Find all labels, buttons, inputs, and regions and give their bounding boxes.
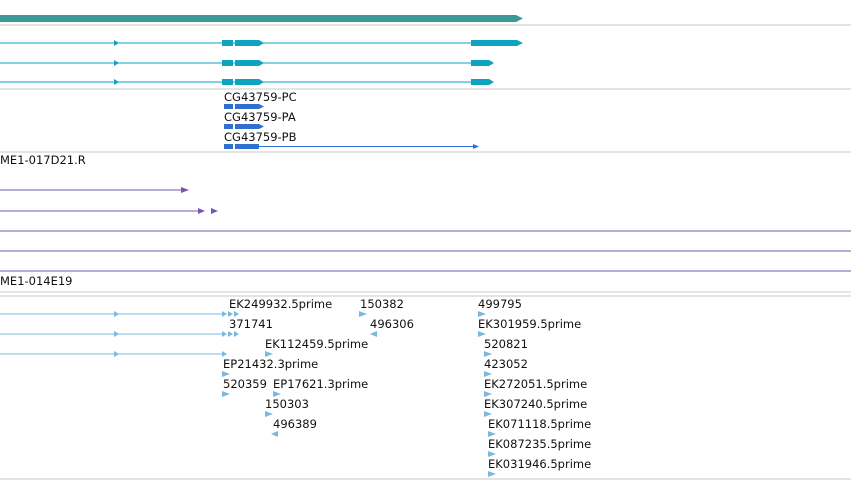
est-glyph[interactable]: [271, 431, 278, 437]
overview-bar-arrow: [516, 15, 523, 22]
gene-model-track[interactable]: [224, 104, 479, 149]
est-label[interactable]: EK272051.5prime: [484, 377, 588, 391]
est-glyph[interactable]: [484, 411, 492, 417]
est-long-alignment[interactable]: [0, 331, 239, 337]
est-glyph[interactable]: [359, 311, 367, 317]
transcript-row[interactable]: [0, 40, 523, 46]
est-label[interactable]: EK031946.5prime: [488, 457, 592, 471]
est-label[interactable]: EP21432.3prime: [223, 357, 319, 371]
clone-alignment[interactable]: [0, 187, 189, 193]
clone-alignment[interactable]: [0, 208, 218, 214]
transcript-track[interactable]: [0, 40, 523, 85]
clone-label-top[interactable]: ME1-017D21.R: [0, 153, 86, 167]
transcript-label-pc[interactable]: CG43759-PC: [224, 90, 297, 104]
est-long-alignment[interactable]: [0, 311, 239, 317]
est-glyph[interactable]: [222, 371, 230, 377]
overview-track: [0, 15, 523, 22]
est-label[interactable]: 520821: [484, 337, 528, 351]
est-label[interactable]: EK301959.5prime: [478, 317, 582, 331]
est-glyph[interactable]: [265, 411, 273, 417]
est-glyph[interactable]: [484, 391, 492, 397]
est-glyph[interactable]: [265, 351, 273, 357]
est-label[interactable]: 496306: [370, 317, 414, 331]
est-glyph[interactable]: [370, 331, 377, 337]
est-glyph[interactable]: [478, 311, 486, 317]
est-glyph[interactable]: [488, 451, 496, 457]
est-label[interactable]: EK087235.5prime: [488, 437, 592, 451]
est-track[interactable]: [0, 311, 496, 477]
est-label[interactable]: EP17621.3prime: [273, 377, 369, 391]
est-glyph[interactable]: [273, 391, 281, 397]
clone-track[interactable]: [0, 187, 851, 272]
transcript-row[interactable]: [0, 79, 494, 85]
est-glyph[interactable]: [488, 471, 496, 477]
est-label[interactable]: 150382: [360, 297, 404, 311]
est-label[interactable]: 520359: [223, 377, 267, 391]
transcript-label-pa[interactable]: CG43759-PA: [224, 110, 296, 124]
est-label[interactable]: 499795: [478, 297, 522, 311]
overview-bar: [0, 15, 516, 22]
est-label[interactable]: 423052: [484, 357, 528, 371]
est-label[interactable]: 150303: [265, 397, 309, 411]
est-glyph[interactable]: [222, 391, 230, 397]
est-label[interactable]: 496389: [273, 417, 317, 431]
gene-model-pb[interactable]: [224, 144, 479, 149]
est-label[interactable]: EK112459.5prime: [265, 337, 369, 351]
gene-model-pc[interactable]: [224, 104, 264, 109]
est-glyph[interactable]: [484, 351, 492, 357]
clone-label-bottom[interactable]: ME1-014E19: [0, 274, 73, 288]
transcript-label-pb[interactable]: CG43759-PB: [224, 130, 297, 144]
est-glyph[interactable]: [478, 331, 486, 337]
transcript-row[interactable]: [0, 60, 494, 66]
est-glyph[interactable]: [488, 431, 496, 437]
est-label[interactable]: EK307240.5prime: [484, 397, 588, 411]
est-glyph[interactable]: [484, 371, 492, 377]
est-label[interactable]: EK249932.5prime: [229, 297, 333, 311]
est-label[interactable]: 371741: [229, 317, 273, 331]
est-long-alignment[interactable]: [0, 351, 227, 357]
gene-model-pa[interactable]: [224, 124, 264, 129]
est-label[interactable]: EK071118.5prime: [488, 417, 592, 431]
